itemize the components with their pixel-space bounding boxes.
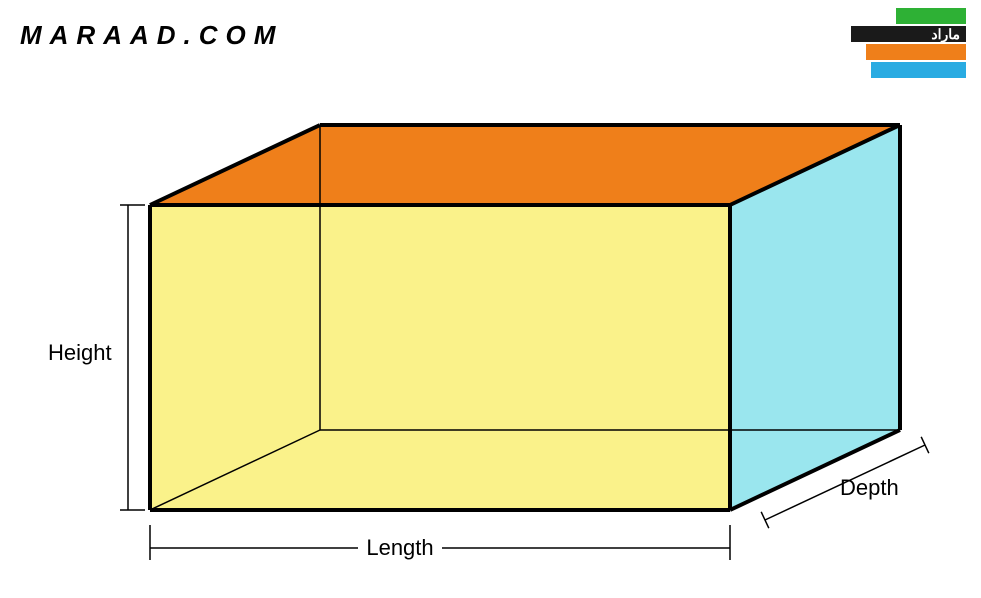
logo-bar-1 [896,8,966,24]
length-label: Length [366,535,433,560]
depth-label: Depth [840,475,899,500]
site-title: MARAAD.COM [20,20,283,51]
height-label: Height [48,340,112,365]
logo-bar-2: ماراد [851,26,966,42]
box-svg: Height Length Depth [30,70,950,580]
logo-text: ماراد [931,26,966,43]
box-diagram: Height Length Depth [30,70,950,580]
logo-bar-3 [866,44,966,60]
